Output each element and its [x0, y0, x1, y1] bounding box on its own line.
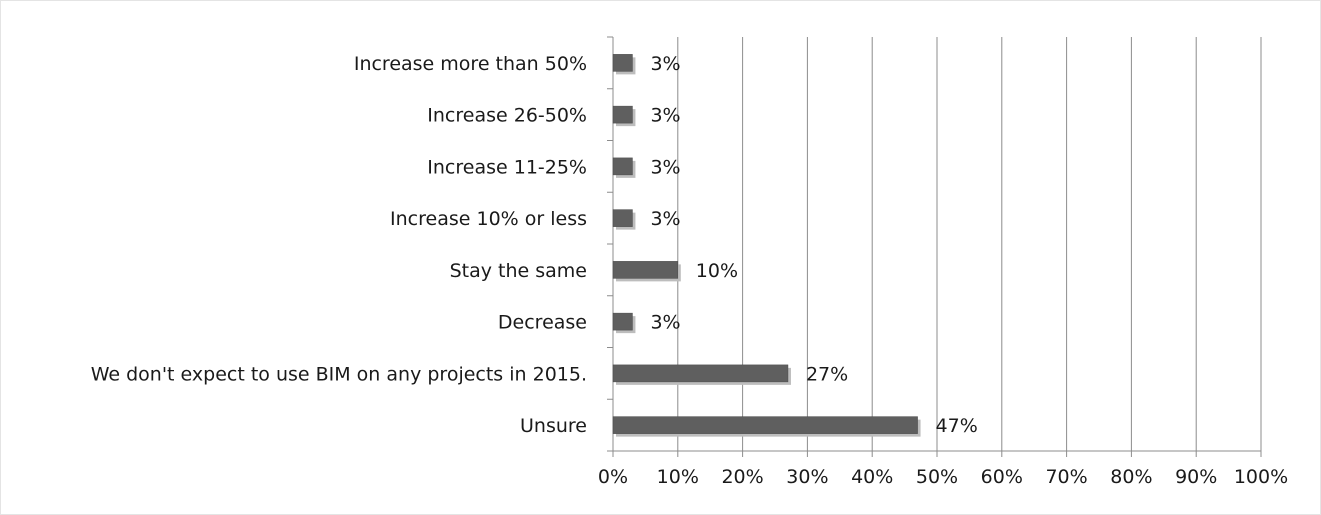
bar: [612, 54, 633, 72]
data-label: 27%: [806, 363, 848, 385]
category-label: Increase 11-25%: [427, 156, 587, 178]
data-label: 47%: [936, 415, 978, 437]
x-tick-label: 40%: [851, 466, 893, 488]
bar: [612, 209, 633, 227]
data-label: 3%: [650, 105, 680, 127]
x-tick-label: 100%: [1234, 466, 1288, 488]
x-tick-label: 30%: [786, 466, 828, 488]
category-label: Stay the same: [450, 260, 587, 282]
bar: [612, 261, 679, 279]
x-tick-label: 0%: [598, 466, 628, 488]
x-tick-label: 80%: [1110, 466, 1152, 488]
data-label: 3%: [650, 156, 680, 178]
bar: [612, 416, 918, 434]
bar-layer: [612, 54, 921, 437]
x-tick-label: 90%: [1175, 466, 1217, 488]
bar: [612, 364, 789, 383]
category-label: We don't expect to use BIM on any projec…: [91, 363, 587, 385]
data-label: 10%: [696, 260, 738, 282]
bar: [612, 312, 633, 331]
bar: [612, 105, 633, 124]
category-label: Unsure: [520, 415, 587, 437]
bar: [612, 157, 633, 176]
data-label: 3%: [650, 53, 680, 75]
category-label: Decrease: [498, 312, 587, 334]
x-tick-label: 50%: [916, 466, 958, 488]
category-label: Increase 10% or less: [390, 208, 587, 230]
x-tick-label: 70%: [1045, 466, 1087, 488]
category-label: Increase 26-50%: [427, 105, 587, 127]
data-label: 3%: [650, 208, 680, 230]
x-tick-label: 20%: [721, 466, 763, 488]
axis-layer: [607, 36, 1262, 457]
x-tick-label: 10%: [657, 466, 699, 488]
category-label: Increase more than 50%: [354, 53, 587, 75]
x-tick-label: 60%: [981, 466, 1023, 488]
grid-layer: [677, 37, 1262, 451]
data-label: 3%: [650, 312, 680, 334]
label-layer: 0% 10% 20% 30% 40% 50% 60% 70% 80% 90% 100% 3% Incre…: [91, 53, 1288, 488]
